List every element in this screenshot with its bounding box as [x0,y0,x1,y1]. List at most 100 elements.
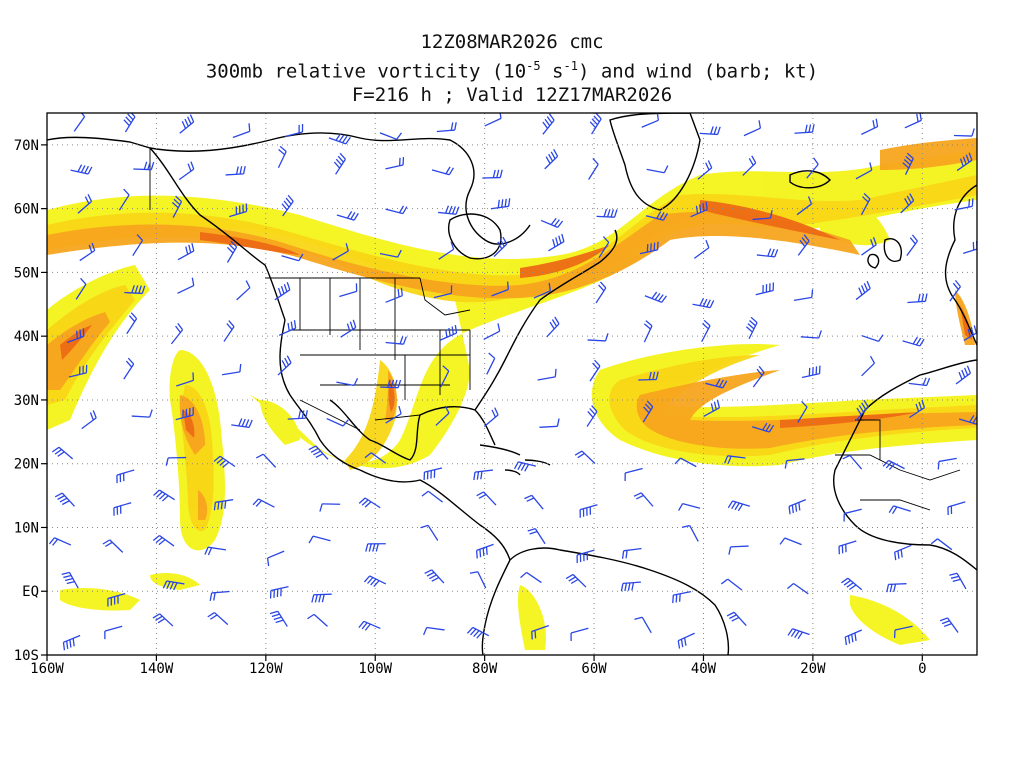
wind-barb [281,194,294,217]
wind-barb [162,580,185,591]
wind-barb [232,123,251,139]
wind-barb [223,320,235,342]
wind-barb [692,298,715,309]
wind-barb [307,613,328,627]
wind-barb [794,124,815,134]
wind-barb [204,546,227,556]
wind-barb [358,620,381,631]
wind-barb [838,540,857,555]
wind-barb [576,549,595,564]
wind-barb [939,617,959,633]
wind-barb [170,322,184,345]
wind-barb [68,364,88,378]
title-field: 300mb relative vorticity (10-5 s-1) and … [0,54,1024,83]
wind-barb [75,277,87,300]
wind-barb [886,583,907,593]
wind-barb [797,400,808,423]
wind-barb [266,550,285,567]
wind-barb [947,501,966,515]
wind-barb [752,365,765,388]
wind-barb [61,571,79,589]
title-field-a: 300mb relative vorticity (10 [205,60,527,83]
wind-barb [949,572,967,590]
wind-barb [332,243,349,261]
wind-barb [231,418,253,428]
wind-barb [213,455,236,468]
wind-barb [855,162,873,180]
wind-barb [727,500,750,512]
wind-barb [255,453,277,468]
wind-barb [949,279,961,302]
wind-barb [423,467,443,481]
title-run: 12Z08MAR2026 cmc [420,31,604,53]
wind-barb [588,157,599,180]
wind-barb [469,571,487,589]
wind-barb [493,236,508,258]
wind-barb [677,632,695,649]
wind-barb [902,336,925,347]
y-tick-label: 10N [14,520,39,536]
wind-barb [274,282,291,301]
wind-barb [116,469,135,484]
wind-barb [537,368,557,381]
wind-barb [634,616,652,634]
wind-barb [579,504,598,518]
wind-barb [906,234,918,256]
wind-barb [861,118,879,135]
wind-barb [690,201,708,218]
wind-barb [379,132,402,140]
wind-barb [646,165,669,174]
wind-barb [806,157,819,179]
wind-barb [726,611,747,627]
wind-barb [678,502,701,511]
title-valid: F=216 h ; Valid 12Z17MAR2026 [351,84,673,107]
wind-barb [277,145,287,169]
wind-barb [793,289,814,301]
wind-barb [175,407,194,421]
wind-barb [225,165,246,176]
wind-barb [586,405,598,427]
wind-barb [336,211,359,221]
wind-barb [284,123,304,138]
wind-barb [728,545,749,555]
wind-barb [756,248,779,258]
wind-barb [385,205,408,215]
wind-barb [621,547,642,559]
wind-barb [596,208,618,218]
wind-barb [226,240,238,263]
wind-barb [176,372,195,387]
wind-barb [308,535,331,544]
wind-barb [882,459,905,470]
wind-barb [213,499,234,511]
wind-barb [570,627,589,642]
wind-barb [548,233,565,252]
wind-barb [843,508,862,522]
plot-frame [46,112,978,656]
wind-barb [703,399,721,418]
wind-barb [153,489,175,502]
wind-barb [796,196,813,216]
wind-barb [177,243,195,261]
x-tick-label: 60W [581,661,607,677]
wind-barb [380,379,402,389]
wind-barb [179,114,195,134]
wind-barb [755,282,775,296]
y-tick-label: 20N [14,457,39,473]
wind-barb [476,491,497,506]
wind-barb [54,492,75,507]
wind-barb [953,128,975,137]
wind-barb [565,573,587,588]
wind-barb [786,582,809,595]
wind-barb [645,211,668,221]
wind-barb [433,285,453,299]
wind-barb [900,193,915,214]
wind-barb [466,626,490,639]
wind-barb [48,537,72,546]
wind-barb [229,203,248,218]
political-boundaries [149,148,961,511]
wind-barb [482,169,503,179]
wind-barb [171,195,183,218]
wind-barb [693,240,710,259]
wind-barb [855,280,871,301]
